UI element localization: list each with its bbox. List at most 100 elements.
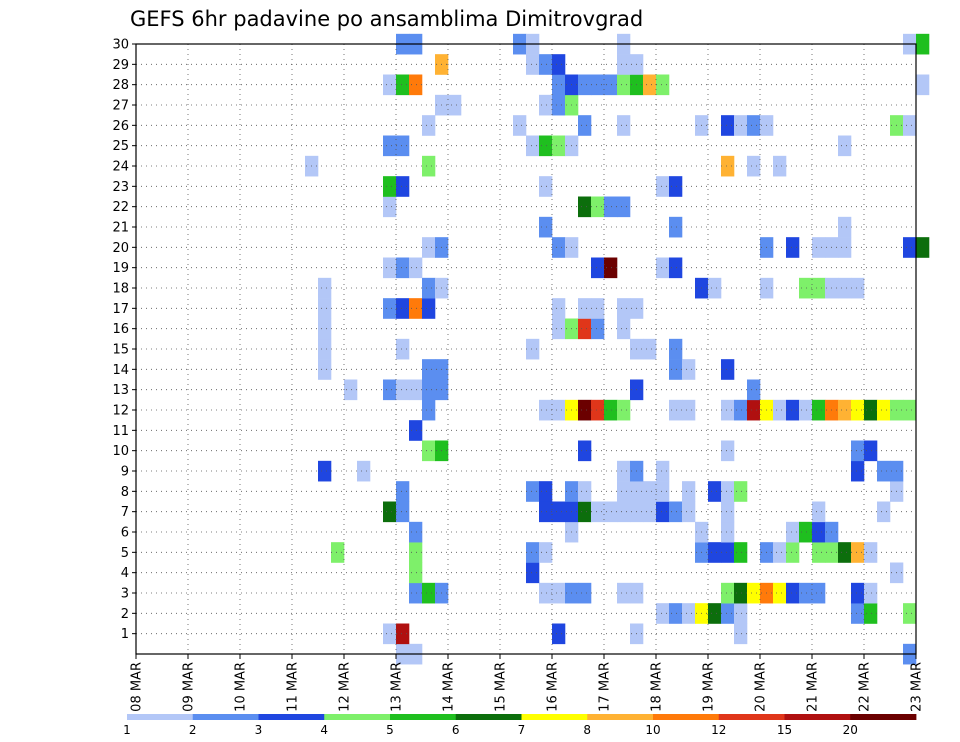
heatmap-cell: [682, 501, 696, 523]
heatmap-cell: [708, 603, 722, 624]
legend-swatch: [521, 714, 588, 720]
heatmap-cell: [357, 460, 371, 482]
legend-label: 5: [386, 723, 394, 737]
heatmap-cell: [669, 216, 683, 238]
heatmap-cell: [916, 74, 930, 96]
heatmap-cell: [604, 501, 618, 523]
legend-label: 3: [255, 723, 263, 737]
x-tick-label: 19 MAR: [702, 662, 717, 712]
x-tick-label: 13 MAR: [390, 662, 405, 712]
legend-swatch: [587, 714, 654, 720]
legend-swatch: [192, 714, 259, 720]
heatmap-cell: [526, 481, 540, 502]
heatmap-cell: [643, 481, 657, 502]
grid-layer: [136, 43, 916, 654]
x-tick-label: 08 MAR: [130, 662, 145, 712]
heatmap-cell: [448, 94, 462, 116]
legend-label: 8: [583, 723, 591, 737]
heatmap-cell: [734, 603, 748, 624]
y-tick-label: 15: [112, 343, 129, 358]
heatmap-cell: [422, 379, 436, 401]
x-tick-label: 10 MAR: [234, 662, 249, 712]
heatmap-cell: [643, 501, 657, 523]
y-tick-label: 24: [112, 160, 129, 175]
heatmap-cell: [721, 399, 735, 421]
heatmap-cell: [734, 399, 748, 421]
heatmap-cell: [786, 582, 800, 604]
heatmap-cell: [851, 399, 865, 421]
heatmap-cell: [721, 582, 735, 604]
heatmap-cell: [578, 481, 592, 502]
heatmap-cell: [669, 176, 683, 197]
heatmap-cell: [409, 582, 423, 604]
heatmap-cell: [864, 582, 878, 604]
legend-label: 15: [777, 723, 792, 737]
heatmap-cell: [773, 542, 787, 563]
heatmap-cell: [409, 542, 423, 563]
y-tick-label: 18: [112, 282, 129, 297]
heatmap-cell: [539, 501, 553, 523]
heatmap-cell: [812, 542, 826, 563]
heatmap-cell: [422, 359, 436, 380]
y-tick-label: 7: [121, 505, 129, 520]
heatmap-cell: [669, 338, 683, 360]
heatmap-cell: [682, 359, 696, 380]
heatmap-cell: [552, 54, 566, 75]
heatmap-cell: [383, 257, 397, 279]
heatmap-cell: [734, 623, 748, 645]
heatmap-cell: [552, 298, 566, 319]
heatmap-cell: [396, 298, 410, 319]
heatmap-cell: [851, 582, 865, 604]
heatmap-cell: [838, 399, 852, 421]
heatmap-cell: [526, 542, 540, 563]
legend-swatch: [653, 714, 720, 720]
heatmap-cell: [383, 379, 397, 401]
chart-title: GEFS 6hr padavine po ansamblima Dimitrov…: [130, 7, 643, 31]
heatmap-cell: [851, 460, 865, 482]
heatmap-cell: [383, 74, 397, 96]
heatmap-cell: [422, 155, 436, 177]
heatmap-cell: [318, 318, 332, 340]
heatmap-cell: [656, 481, 670, 502]
heatmap-cell: [617, 501, 631, 523]
heatmap-cell: [747, 379, 761, 401]
heatmap-cell: [591, 318, 605, 340]
heatmap-cell: [903, 603, 917, 624]
heatmap-cell: [383, 196, 397, 218]
heatmap-cell: [539, 54, 553, 75]
heatmap-cell: [318, 338, 332, 360]
heatmap-cell: [591, 298, 605, 319]
y-tick-label: 28: [112, 78, 129, 93]
heatmap-cell: [396, 338, 410, 360]
heatmap-cell: [591, 257, 605, 279]
heatmap-cell: [877, 399, 891, 421]
heatmap-cell: [383, 501, 397, 523]
heatmap-cell: [513, 115, 527, 136]
heatmap-cell: [838, 542, 852, 563]
heatmap-cell: [422, 440, 436, 462]
heatmap-cell: [396, 623, 410, 645]
heatmap-cell: [409, 257, 423, 279]
heatmap-cell: [552, 135, 566, 157]
y-tick-label: 29: [112, 58, 129, 73]
legend-label: 20: [843, 723, 858, 737]
y-tick-label: 4: [121, 566, 129, 581]
heatmap-cell: [422, 277, 436, 299]
heatmap-cell: [578, 399, 592, 421]
y-tick-label: 6: [121, 526, 129, 541]
legend-swatch: [455, 714, 522, 720]
heatmap-cell: [851, 277, 865, 299]
heatmap-cell: [721, 155, 735, 177]
legend-label: 1: [123, 723, 131, 737]
heatmap-cell: [422, 582, 436, 604]
y-tick-label: 5: [121, 546, 129, 561]
heatmap-cell: [773, 155, 787, 177]
heatmap-cell: [851, 603, 865, 624]
heatmap-cell: [318, 359, 332, 380]
heatmap-cell: [331, 542, 345, 563]
y-tick-label: 25: [112, 139, 129, 154]
heatmap-cell: [617, 318, 631, 340]
heatmap-cell: [721, 440, 735, 462]
